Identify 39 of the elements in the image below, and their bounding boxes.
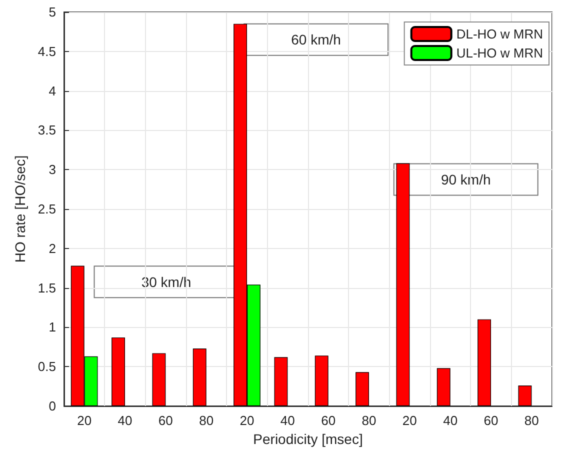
x-tick-label: 40: [443, 413, 458, 428]
bar: [436, 368, 450, 406]
bar: [192, 348, 206, 406]
bar: [314, 356, 328, 406]
legend-label: DL-HO w MRN: [456, 26, 544, 42]
legend-label: UL-HO w MRN: [456, 46, 544, 60]
annotation: 90 km/h: [440, 171, 491, 188]
bar: [112, 337, 125, 406]
x-tick-label: 20: [402, 413, 417, 428]
y-tick-label: 4: [48, 83, 56, 98]
bar: [356, 372, 369, 406]
x-tick-label: 40: [118, 413, 132, 428]
x-tick-label: 40: [280, 413, 295, 428]
y-axis-title: HO rate [HO/sec]: [12, 155, 28, 263]
x-tick-label: 60: [158, 413, 173, 428]
y-tick-label: 0.5: [38, 359, 56, 374]
bar: [518, 386, 532, 406]
x-tick-label: 60: [484, 413, 498, 428]
bar: [396, 163, 410, 406]
x-tick-label: 80: [199, 413, 214, 428]
x-tick-label: 20: [240, 413, 254, 428]
y-tick-label: 5: [48, 4, 56, 20]
y-tick-label: 1.5: [38, 280, 56, 296]
y-tick-label: 2: [48, 240, 56, 256]
bar: [152, 353, 166, 406]
x-tick-label: 80: [362, 413, 376, 428]
x-axis-title: Periodicity [msec]: [253, 431, 363, 447]
y-tick-label: 3.5: [38, 122, 56, 138]
y-tick-label: 3: [48, 162, 56, 178]
bar: [478, 319, 491, 406]
y-tick-label: 0: [48, 398, 56, 414]
y-tick-label: 2.5: [38, 202, 56, 216]
x-tick-label: 80: [524, 413, 539, 428]
bar: [274, 357, 288, 406]
x-tick-label: 20: [77, 413, 92, 428]
annotation: 60 km/h: [291, 32, 341, 48]
y-tick-label: 1: [48, 320, 56, 335]
y-tick-label: 4.5: [38, 44, 56, 59]
x-tick-label: 60: [321, 413, 336, 428]
